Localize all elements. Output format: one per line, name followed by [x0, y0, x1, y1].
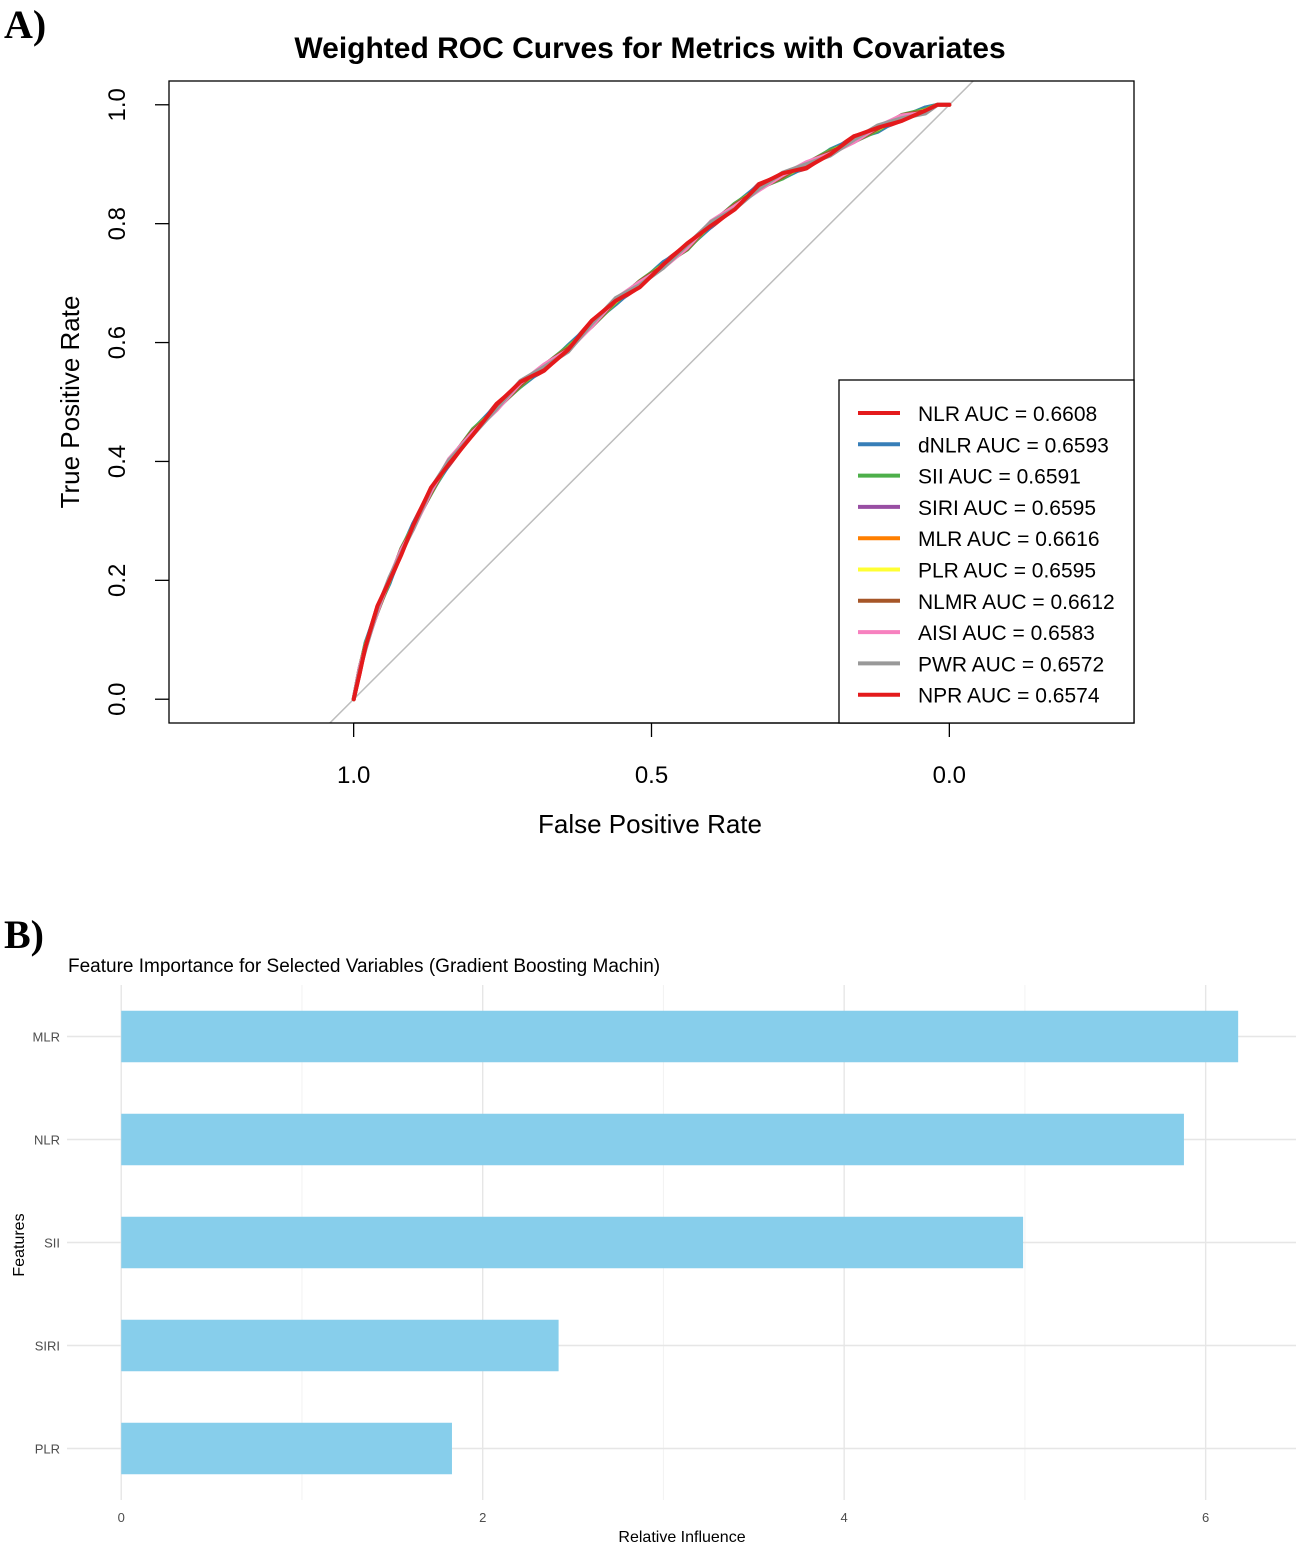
- roc-x-tick-label: 0.0: [933, 762, 966, 789]
- roc-legend-label-npr: NPR AUC = 0.6574: [918, 685, 1100, 708]
- bar-chart-title: Feature Importance for Selected Variable…: [68, 956, 660, 977]
- roc-legend-label-nlr: NLR AUC = 0.6608: [918, 403, 1097, 426]
- roc-legend-label-plr: PLR AUC = 0.6595: [918, 560, 1096, 583]
- roc-legend-label-mlr: MLR AUC = 0.6616: [918, 528, 1100, 551]
- roc-x-tick-label: 1.0: [337, 762, 370, 789]
- roc-y-tick-label: 1.0: [104, 88, 131, 121]
- bar-category-label-sii: SII: [44, 1236, 60, 1251]
- bar-category-label-siri: SIRI: [35, 1339, 60, 1354]
- bar-plr: [121, 1422, 452, 1475]
- bar-siri: [121, 1319, 559, 1372]
- roc-y-tick-label: 0.6: [104, 326, 131, 359]
- roc-y-tick-label: 0.2: [104, 564, 131, 597]
- bar-category-label-plr: PLR: [35, 1442, 60, 1457]
- bar-x-tick-label: 0: [118, 1510, 125, 1525]
- panel-b-label: B): [4, 912, 44, 957]
- roc-curve-npr: [351, 102, 952, 702]
- bar-x-axis-label: Relative Influence: [618, 1529, 745, 1546]
- roc-x-axis-label: False Positive Rate: [538, 809, 762, 839]
- roc-legend-label-nlmr: NLMR AUC = 0.6612: [918, 591, 1115, 614]
- roc-x-tick-label: 0.5: [635, 762, 668, 789]
- roc-legend-label-siri: SIRI AUC = 0.6595: [918, 497, 1096, 520]
- bar-x-tick-label: 2: [479, 1510, 486, 1525]
- roc-legend-label-pwr: PWR AUC = 0.6572: [918, 653, 1104, 676]
- roc-legend-label-aisi: AISI AUC = 0.6583: [918, 622, 1095, 645]
- roc-y-axis-label: True Positive Rate: [55, 296, 85, 509]
- bar-x-tick-label: 6: [1202, 1510, 1209, 1525]
- bar-y-axis-label: Features: [11, 1213, 28, 1276]
- bar-category-label-nlr: NLR: [34, 1133, 60, 1148]
- roc-legend-label-dnlr: dNLR AUC = 0.6593: [918, 434, 1109, 457]
- roc-chart-title: Weighted ROC Curves for Metrics with Cov…: [294, 32, 1005, 65]
- bar-mlr: [121, 1010, 1239, 1063]
- bar-nlr: [121, 1113, 1184, 1166]
- roc-legend-box: [838, 379, 1135, 724]
- panel-a-label: A): [4, 2, 46, 47]
- bar-category-label-mlr: MLR: [33, 1030, 60, 1045]
- roc-legend-label-sii: SII AUC = 0.6591: [918, 466, 1081, 489]
- roc-reference-line: [328, 81, 975, 723]
- bar-plot-area: MLR NLR SII SIRI PLR 0 2 4 6: [33, 985, 1296, 1525]
- roc-y-tick-label: 0.4: [104, 445, 131, 478]
- bar-x-tick-label: 4: [841, 1510, 848, 1525]
- roc-y-tick-label: 0.0: [104, 683, 131, 716]
- bar-sii: [121, 1216, 1024, 1269]
- roc-legend: NLR AUC = 0.6608 dNLR AUC = 0.6593 SII AUC…: [838, 379, 1135, 724]
- roc-y-tick-label: 0.8: [104, 207, 131, 240]
